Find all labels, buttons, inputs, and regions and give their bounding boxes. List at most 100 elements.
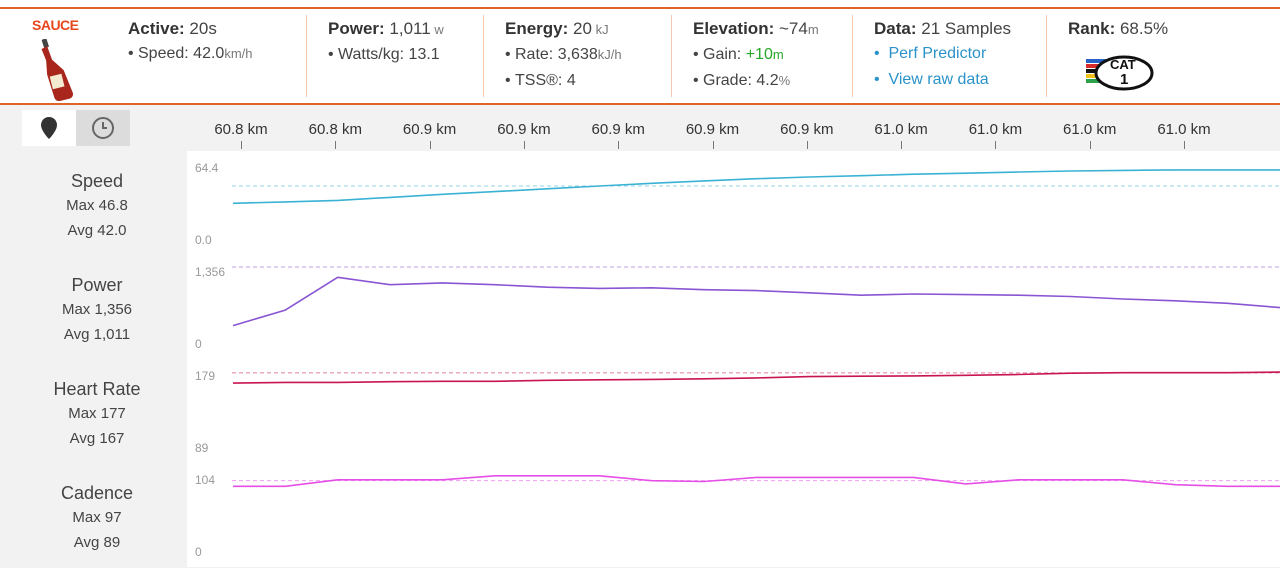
- power-unit: w: [434, 22, 444, 37]
- watts-kg-value: 13.1: [408, 46, 440, 63]
- x-tick-mark: [712, 141, 714, 149]
- power-row: Power Max 1,356 Avg 1,011 1,356 0: [0, 255, 1280, 359]
- x-tick-label: 61.0 km: [968, 121, 1023, 138]
- elevation-unit: m: [807, 22, 819, 37]
- y-max-label: 104: [195, 473, 216, 487]
- speed-row: Speed Max 46.8 Avg 42.0 64.4 0.0: [0, 151, 1280, 255]
- grade-unit: %: [778, 73, 791, 88]
- speed-plot[interactable]: 64.4 0.0: [187, 151, 1280, 255]
- x-tick-mark: [429, 141, 431, 149]
- x-tick-mark: [806, 141, 808, 149]
- x-tick-mark: [241, 141, 242, 149]
- x-tick-label: 60.8 km: [214, 121, 268, 138]
- divider: [671, 15, 672, 97]
- map-view-button[interactable]: [22, 110, 76, 146]
- row-label: Heart Rate Max 177 Avg 167: [8, 359, 186, 463]
- row-label: Cadence Max 97 Avg 89: [8, 463, 186, 567]
- y-min-label: 0: [195, 337, 202, 351]
- x-tick-label: 60.9 km: [591, 121, 645, 138]
- header-top-border: [0, 7, 1280, 9]
- perf-predictor-link[interactable]: Perf Predictor: [888, 45, 987, 62]
- clock-icon: [92, 117, 114, 139]
- speed-unit: km/h: [224, 46, 253, 61]
- row-name: Speed: [70, 171, 124, 191]
- divider: [852, 15, 853, 97]
- energy-value: 20: [573, 19, 592, 38]
- row-name: Power: [71, 275, 123, 295]
- cadence-plot[interactable]: 104 0: [187, 463, 1280, 567]
- y-max-label: 1,356: [195, 265, 226, 279]
- divider: [306, 15, 307, 97]
- active-value: 20s: [189, 19, 217, 38]
- watts-kg-label: Watts/kg:: [338, 46, 405, 63]
- data-label: Data:: [874, 19, 917, 38]
- rank-label: Rank:: [1068, 19, 1116, 38]
- elevation-value: ~74: [778, 19, 808, 38]
- active-label: Active:: [128, 19, 185, 38]
- power-label: Power:: [328, 19, 385, 38]
- heart-rate-plot[interactable]: 179 89: [187, 359, 1280, 463]
- row-avg: Avg 167: [69, 430, 125, 447]
- x-tick-label: 60.8 km: [308, 121, 362, 138]
- rate-value: 3,638: [557, 46, 598, 63]
- distance-axis-bar: 60.8 km 60.8 km 60.9 km 60.9 km 60.9 km 60.9 …: [0, 105, 1280, 151]
- heart-rate-chart: [232, 371, 1280, 384]
- rank-section: Rank: 68.5% CAT 1: [1068, 17, 1248, 97]
- row-avg: Avg 1,011: [63, 326, 131, 343]
- x-tick-mark: [995, 141, 997, 149]
- y-min-label: 89: [195, 441, 209, 455]
- tss-label: TSS®:: [515, 72, 563, 89]
- divider: [483, 15, 484, 97]
- series-line: [232, 371, 1280, 384]
- series-line: [232, 276, 1280, 327]
- gain-label: Gain:: [703, 46, 742, 63]
- x-tick-label: 60.9 km: [780, 121, 834, 138]
- x-tick-mark: [1089, 141, 1091, 149]
- x-tick-label: 61.0 km: [1157, 121, 1211, 138]
- row-label: Speed Max 46.8 Avg 42.0: [8, 151, 186, 255]
- view-toggle: [22, 110, 130, 146]
- x-tick-mark: [901, 141, 903, 149]
- y-max-label: 64.4: [195, 161, 219, 175]
- logo-text: SAUCE: [32, 17, 79, 33]
- x-tick-label: 61.0 km: [1063, 121, 1117, 138]
- y-min-label: 0.0: [195, 233, 212, 247]
- x-tick-mark: [1184, 141, 1185, 149]
- row-name: Cadence: [60, 483, 134, 503]
- map-pin-icon: [41, 117, 57, 139]
- data-value: 21 Samples: [921, 19, 1012, 38]
- row-avg: Avg 89: [73, 534, 121, 551]
- power-section: Power: 1,011 w • Watts/kg: 13.1: [328, 19, 444, 63]
- badge-cat-text: CAT: [1110, 57, 1136, 72]
- power-plot[interactable]: 1,356 0: [187, 255, 1280, 359]
- x-tick-mark: [523, 141, 525, 149]
- sauce-logo[interactable]: SAUCE: [30, 17, 100, 103]
- rate-label: Rate:: [515, 46, 554, 63]
- row-name: Heart Rate: [53, 379, 141, 399]
- y-min-label: 0: [195, 545, 202, 559]
- time-view-button[interactable]: [76, 110, 130, 146]
- speed-chart: [232, 169, 1280, 205]
- badge-num-text: 1: [1120, 71, 1128, 88]
- series-line: [233, 475, 1280, 488]
- x-tick-mark: [618, 141, 620, 149]
- y-max-label: 179: [195, 369, 216, 383]
- series-line: [232, 169, 1280, 205]
- row-max: Max 177: [68, 405, 126, 422]
- view-raw-data-link[interactable]: View raw data: [888, 71, 989, 88]
- energy-label: Energy:: [505, 19, 569, 38]
- rank-value: 68.5%: [1119, 19, 1169, 38]
- cadence-row: Cadence Max 97 Avg 89 104 0: [0, 463, 1280, 567]
- stats-header: SAUCE Active: 20s • Speed: 42.0km/h Power…: [0, 9, 1280, 103]
- grade-value: 4.2: [756, 72, 779, 89]
- row-avg: Avg 42.0: [67, 222, 127, 239]
- row-max: Max 1,356: [61, 301, 133, 318]
- grade-label: Grade:: [703, 72, 752, 89]
- power-value: 1,011: [389, 19, 431, 38]
- rate-unit: kJ/h: [597, 47, 622, 62]
- speed-value: 42.0: [193, 45, 225, 62]
- x-tick-label: 60.9 km: [497, 121, 551, 138]
- chart-rows: Speed Max 46.8 Avg 42.0 64.4 0.0 Power M…: [0, 151, 1280, 568]
- energy-unit: kJ: [595, 22, 609, 37]
- heart-rate-row: Heart Rate Max 177 Avg 167 179 89: [0, 359, 1280, 463]
